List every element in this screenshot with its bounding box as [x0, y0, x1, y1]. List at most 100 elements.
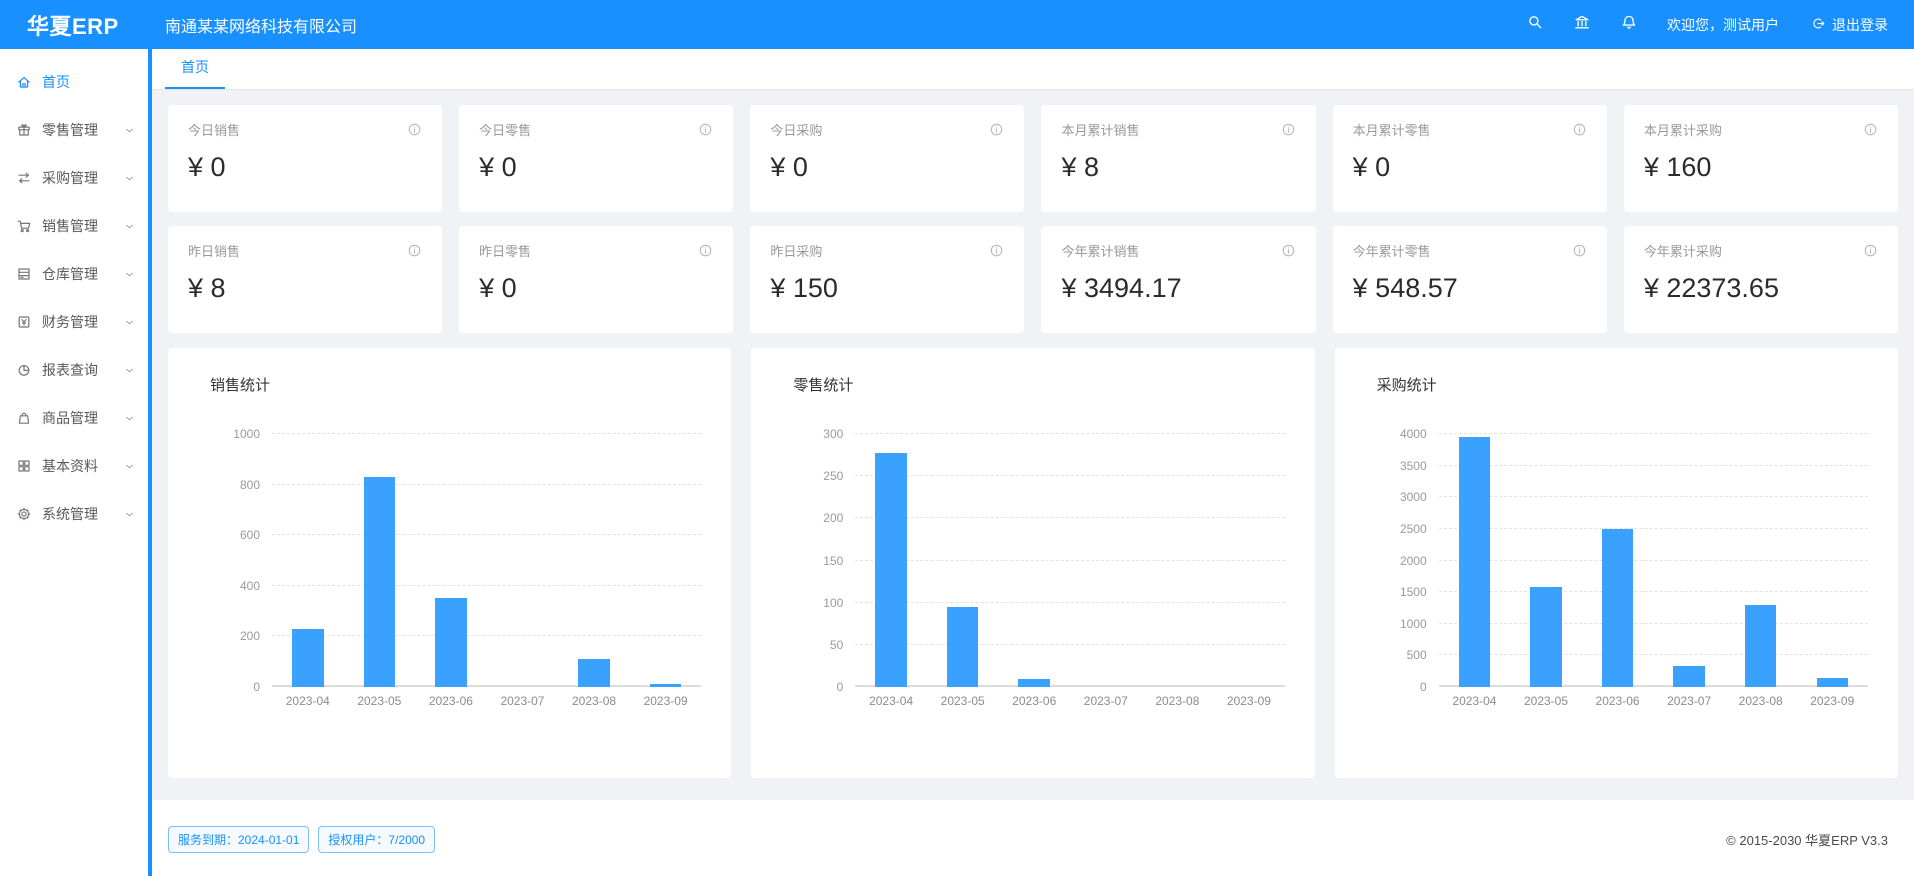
y-tick-label: 0 — [253, 680, 260, 694]
bar-slot-2023-08 — [1142, 434, 1214, 687]
x-axis-labels: 2023-04 2023-05 2023-06 2023-07 2023-08 2023-… — [1439, 694, 1868, 708]
sidebar-item-0[interactable]: 首页 — [0, 58, 148, 106]
x-tick-label: 2023-07 — [1083, 694, 1128, 708]
chevron-down-icon — [124, 221, 135, 232]
sidebar-item-3[interactable]: 销售管理 — [0, 202, 148, 250]
bar-slot-2023-04 — [1439, 434, 1511, 687]
stat-card-value: ¥ 0 — [1352, 152, 1391, 182]
gridline — [1438, 527, 1868, 529]
x-tick-label: 2023-08 — [1155, 694, 1200, 708]
y-tick-label: 500 — [1406, 648, 1427, 663]
stat-card-label: 昨日采购 — [770, 244, 823, 259]
y-tick-label: 600 — [239, 528, 260, 543]
info-icon[interactable] — [698, 243, 713, 258]
info-icon[interactable] — [1281, 122, 1296, 137]
x-axis — [272, 685, 702, 687]
logout-button[interactable]: 退出登录 — [1811, 15, 1888, 35]
bar-slot-2023-06 — [1582, 434, 1654, 687]
y-tick-label: 2000 — [1399, 553, 1427, 568]
chart-card-0: 销售统计 0 200 400 600 800 1000 2023-04 2023-05 202… — [168, 348, 732, 778]
stat-card-value: ¥ 0 — [479, 152, 517, 182]
stat-card-3: 本月累计销售 ¥ 8 — [1041, 105, 1316, 212]
stat-card-label: 昨日零售 — [479, 244, 532, 259]
x-tick-label: 2023-04 — [285, 694, 330, 708]
info-icon[interactable] — [698, 122, 713, 137]
gridline — [855, 559, 1285, 561]
tab-0[interactable]: 首页 — [165, 48, 225, 89]
sidebar-item-5[interactable]: 财务管理 — [0, 298, 148, 346]
info-icon[interactable] — [989, 122, 1004, 137]
info-icon[interactable] — [989, 243, 1004, 258]
sidebar-item-9[interactable]: 系统管理 — [0, 490, 148, 538]
sidebar-item-2[interactable]: 采购管理 — [0, 154, 148, 202]
license-tag-1: 授权用户：7/2000 — [318, 825, 436, 853]
y-tick-label: 1000 — [233, 427, 260, 441]
cart-icon — [16, 218, 32, 234]
bar-slot-2023-04 — [855, 434, 927, 687]
stat-card-value: ¥ 150 — [770, 273, 838, 303]
bar-2023-07 — [1673, 666, 1705, 687]
stat-card-label: 昨日销售 — [188, 244, 241, 259]
bar-slot-2023-08 — [1725, 434, 1797, 687]
info-icon[interactable] — [1863, 122, 1878, 137]
sidebar-item-label: 基本资料 — [42, 458, 98, 474]
bar-slot-2023-05 — [1510, 434, 1582, 687]
y-tick-label: 1000 — [1399, 616, 1427, 631]
home-icon — [16, 74, 32, 90]
info-icon[interactable] — [1863, 243, 1878, 258]
stat-card-value: ¥ 548.57 — [1352, 273, 1458, 303]
bar-2023-06 — [1018, 678, 1050, 687]
sidebar-item-label: 系统管理 — [42, 506, 98, 522]
info-icon[interactable] — [1572, 243, 1587, 258]
license-tags: 服务到期：2024-01-01 授权用户：7/2000 — [168, 825, 436, 853]
x-tick-label: 2023-06 — [428, 694, 473, 708]
info-icon[interactable] — [407, 243, 422, 258]
gridline — [272, 534, 702, 536]
grid-icon — [16, 458, 32, 474]
info-icon[interactable] — [1572, 122, 1587, 137]
chart-title: 采购统计 — [1376, 377, 1437, 394]
bar-2023-04 — [292, 628, 324, 687]
stat-card-value: ¥ 160 — [1643, 152, 1712, 182]
stat-card-11: 今年累计采购 ¥ 22373.65 — [1623, 226, 1898, 333]
info-icon[interactable] — [407, 122, 422, 137]
x-axis — [1438, 685, 1868, 687]
bell-icon[interactable] — [1620, 13, 1638, 31]
x-axis — [855, 685, 1285, 687]
user-welcome[interactable]: 欢迎您，测试用户 — [1667, 16, 1779, 33]
y-tick-label: 250 — [823, 469, 844, 484]
y-tick-label: 300 — [823, 427, 844, 441]
sidebar-item-4[interactable]: 仓库管理 — [0, 250, 148, 298]
chart-card-1: 零售统计 0 50 100 150 200 250 300 2023-04 2023-05 20… — [751, 348, 1315, 778]
top-bar: 华夏ERP 南通某某网络科技有限公司 欢迎您，测试用户 退出登录 — [0, 0, 1914, 49]
x-tick-label: 2023-08 — [572, 694, 617, 708]
bar-slot-2023-08 — [558, 434, 630, 687]
y-tick-label: 0 — [836, 680, 844, 694]
y-tick-label: 200 — [823, 511, 844, 526]
y-tick-label: 50 — [829, 637, 844, 652]
sidebar-item-label: 销售管理 — [42, 218, 98, 234]
chart-title: 销售统计 — [210, 377, 271, 394]
sidebar-item-8[interactable]: 基本资料 — [0, 442, 148, 490]
x-tick-label: 2023-07 — [500, 694, 545, 708]
chevron-down-icon — [124, 269, 135, 280]
bar-2023-05 — [1530, 587, 1562, 687]
bar-2023-06 — [1601, 528, 1634, 687]
bar-slot-2023-06 — [415, 434, 487, 687]
x-tick-label: 2023-07 — [1667, 694, 1712, 708]
logout-icon — [1811, 16, 1826, 34]
gridline — [855, 643, 1285, 645]
gear-icon — [16, 506, 32, 522]
sidebar-item-label: 零售管理 — [42, 122, 98, 138]
bank-icon[interactable] — [1573, 13, 1591, 31]
stat-card-label: 今日销售 — [188, 123, 241, 138]
bars — [1439, 434, 1868, 687]
sidebar-item-6[interactable]: 报表查询 — [0, 346, 148, 394]
sidebar-item-1[interactable]: 零售管理 — [0, 106, 148, 154]
sidebar-item-7[interactable]: 商品管理 — [0, 394, 148, 442]
search-icon[interactable] — [1526, 13, 1544, 31]
info-icon[interactable] — [1281, 243, 1296, 258]
